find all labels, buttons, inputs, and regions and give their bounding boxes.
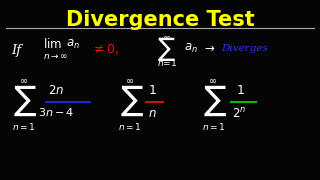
- Text: $\neq 0,$: $\neq 0,$: [91, 42, 119, 57]
- Text: $n=1$: $n=1$: [12, 121, 36, 132]
- Text: Diverges: Diverges: [221, 44, 268, 53]
- Text: $n$: $n$: [148, 107, 156, 120]
- Text: $n=1$: $n=1$: [202, 121, 225, 132]
- Text: $\infty$: $\infty$: [162, 32, 171, 42]
- Text: Divergence Test: Divergence Test: [66, 10, 254, 30]
- Text: $\to$: $\to$: [202, 42, 215, 55]
- Text: $\infty$: $\infty$: [19, 75, 28, 85]
- Text: $n{\to}\infty$: $n{\to}\infty$: [43, 52, 68, 61]
- Text: $2n$: $2n$: [48, 84, 64, 97]
- Text: $\infty$: $\infty$: [208, 75, 217, 85]
- Text: $\sum$: $\sum$: [157, 35, 175, 63]
- Text: $\sum$: $\sum$: [13, 84, 37, 118]
- Text: $2^n$: $2^n$: [232, 106, 246, 120]
- Text: $1$: $1$: [236, 84, 244, 96]
- Text: If: If: [11, 44, 21, 57]
- Text: $n=1$: $n=1$: [118, 121, 142, 132]
- Text: $\sum$: $\sum$: [203, 84, 227, 118]
- Text: $3n-4$: $3n-4$: [38, 107, 74, 118]
- Text: $\infty$: $\infty$: [125, 75, 134, 85]
- Text: $1$: $1$: [148, 84, 156, 96]
- Text: $a_n$: $a_n$: [66, 38, 79, 51]
- Text: $\lim$: $\lim$: [43, 37, 62, 51]
- Text: $\sum$: $\sum$: [120, 84, 144, 118]
- Text: $a_n$: $a_n$: [184, 42, 198, 55]
- Text: $n\!=\!1$: $n\!=\!1$: [157, 57, 178, 68]
